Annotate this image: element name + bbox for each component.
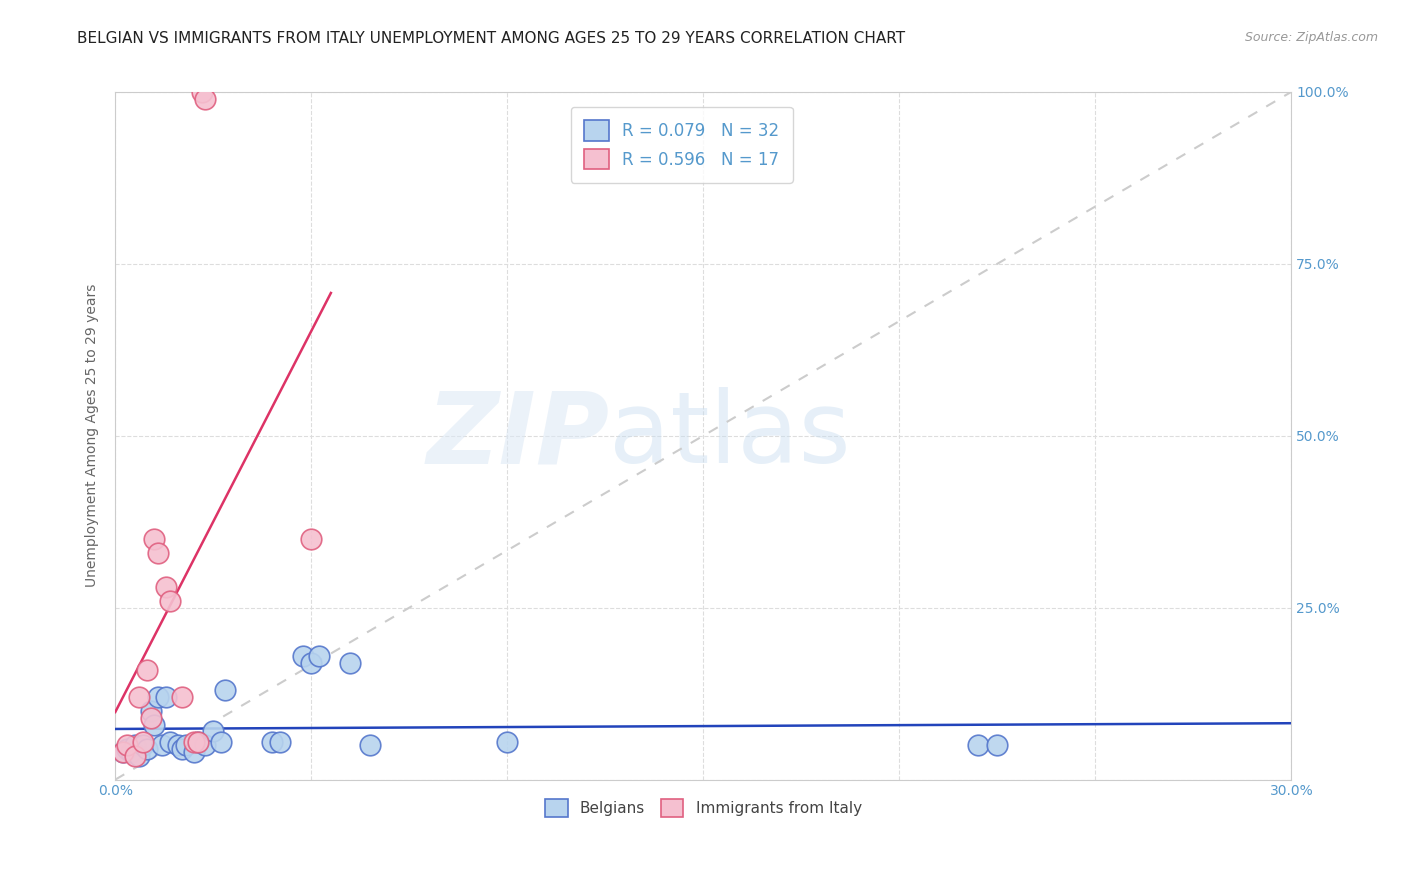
Point	[209, 735, 232, 749]
Point	[308, 648, 330, 663]
Point	[167, 738, 190, 752]
Point	[339, 656, 361, 670]
Text: atlas: atlas	[609, 387, 851, 484]
Point	[143, 532, 166, 546]
Point	[155, 690, 177, 704]
Point	[132, 738, 155, 752]
Point	[115, 741, 138, 756]
Point	[115, 738, 138, 752]
Point	[159, 594, 181, 608]
Point	[159, 735, 181, 749]
Point	[139, 711, 162, 725]
Point	[135, 741, 157, 756]
Text: Source: ZipAtlas.com: Source: ZipAtlas.com	[1244, 31, 1378, 45]
Point	[135, 663, 157, 677]
Point	[986, 738, 1008, 752]
Point	[124, 738, 146, 752]
Point	[269, 735, 291, 749]
Legend: Belgians, Immigrants from Italy: Belgians, Immigrants from Italy	[538, 793, 868, 823]
Point	[194, 92, 217, 106]
Point	[214, 683, 236, 698]
Point	[190, 85, 212, 99]
Point	[299, 532, 322, 546]
Point	[299, 656, 322, 670]
Point	[496, 735, 519, 749]
Point	[262, 735, 284, 749]
Point	[139, 704, 162, 718]
Point	[966, 738, 988, 752]
Point	[359, 738, 381, 752]
Text: ZIP: ZIP	[426, 387, 609, 484]
Point	[202, 724, 225, 739]
Point	[174, 738, 197, 752]
Point	[143, 717, 166, 731]
Point	[120, 745, 142, 759]
Point	[148, 690, 170, 704]
Point	[292, 648, 315, 663]
Point	[112, 745, 135, 759]
Point	[132, 735, 155, 749]
Point	[112, 745, 135, 759]
Text: BELGIAN VS IMMIGRANTS FROM ITALY UNEMPLOYMENT AMONG AGES 25 TO 29 YEARS CORRELAT: BELGIAN VS IMMIGRANTS FROM ITALY UNEMPLO…	[77, 31, 905, 46]
Point	[155, 580, 177, 594]
Point	[187, 735, 209, 749]
Point	[148, 546, 170, 560]
Point	[128, 748, 150, 763]
Y-axis label: Unemployment Among Ages 25 to 29 years: Unemployment Among Ages 25 to 29 years	[86, 284, 100, 588]
Point	[128, 690, 150, 704]
Point	[194, 738, 217, 752]
Point	[183, 735, 205, 749]
Point	[124, 748, 146, 763]
Point	[170, 741, 193, 756]
Point	[170, 690, 193, 704]
Point	[150, 738, 173, 752]
Point	[187, 735, 209, 749]
Point	[183, 745, 205, 759]
